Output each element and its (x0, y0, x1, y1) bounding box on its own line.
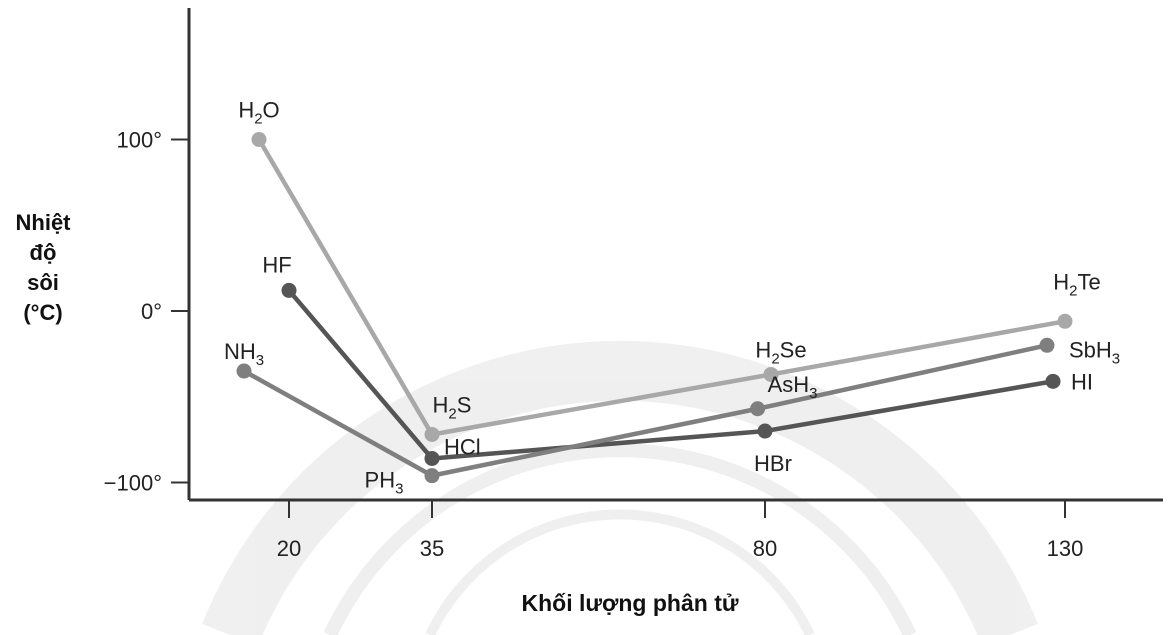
data-point (281, 282, 297, 298)
data-point (236, 363, 252, 379)
data-point-label: H2Te (1053, 269, 1100, 299)
data-point (1039, 337, 1055, 353)
data-point-label: H2O (238, 98, 279, 128)
data-point (1057, 313, 1073, 329)
data-point-label: PH3 (365, 468, 404, 498)
x-tick-label: 130 (1047, 536, 1084, 561)
data-point-label: HBr (754, 451, 792, 476)
data-point (750, 401, 766, 417)
data-point-label: H2S (433, 392, 472, 422)
series-line (287, 288, 1054, 461)
y-axis-label-line: sôi (27, 270, 59, 295)
y-tick-label: 0° (141, 299, 162, 324)
y-tick-label: 100° (116, 128, 162, 153)
series-line (257, 138, 1066, 437)
data-point-label: NH3 (224, 339, 264, 369)
y-tick-label: −100° (104, 471, 162, 496)
axes: 100° 0° −100° 20 35 80 130 (104, 8, 1163, 561)
data-point (757, 423, 773, 439)
series-layer (236, 132, 1073, 484)
y-axis-label-line: (°C) (23, 300, 63, 325)
series-line (242, 343, 1048, 478)
data-point-label: HF (262, 252, 291, 277)
x-tick-label: 35 (420, 536, 444, 561)
y-axis-label-line: Nhiệt (15, 210, 71, 235)
data-point-label: H2Se (755, 337, 806, 367)
data-point (424, 450, 440, 466)
data-point (424, 426, 440, 442)
x-tick-label: 80 (753, 536, 777, 561)
data-point-label: SbH3 (1069, 337, 1120, 367)
point-labels: H2O H2S H2Se H2Te HF HCl HBr HI NH3 PH3 AsH3 SbH3 (224, 98, 1120, 498)
y-axis-label-line: độ (29, 240, 57, 265)
data-point (251, 132, 267, 147)
x-tick-label: 20 (277, 536, 301, 561)
background-watermark (202, 340, 1038, 635)
data-point-label: HI (1071, 369, 1093, 394)
data-point (424, 468, 440, 484)
data-point-label: HCl (444, 434, 481, 459)
data-point (763, 366, 779, 382)
y-axis-label: Nhiệt độ sôi (°C) (4, 208, 82, 328)
x-axis-label: Khối lượng phân tử (521, 590, 739, 616)
data-point-label: AsH3 (768, 372, 818, 402)
data-point (1045, 373, 1061, 389)
